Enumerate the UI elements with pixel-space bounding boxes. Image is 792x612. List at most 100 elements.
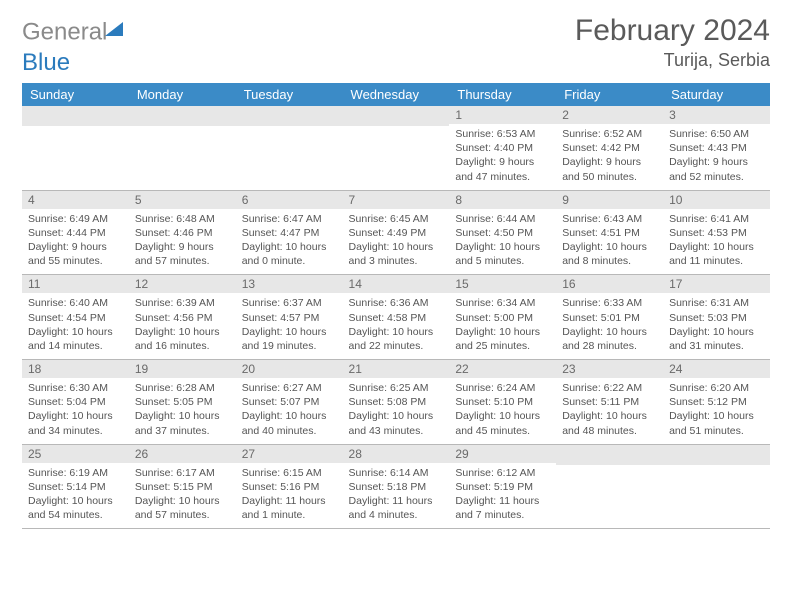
sunrise-line: Sunrise: 6:39 AM (135, 297, 215, 309)
calendar-day-cell: 11Sunrise: 6:40 AMSunset: 4:54 PMDayligh… (22, 275, 129, 360)
daylight-line: Daylight: 9 hours and 52 minutes. (669, 156, 748, 182)
day-details: Sunrise: 6:19 AMSunset: 5:14 PMDaylight:… (22, 463, 129, 529)
sunrise-line: Sunrise: 6:45 AM (349, 213, 429, 225)
calendar-day-cell: 10Sunrise: 6:41 AMSunset: 4:53 PMDayligh… (663, 190, 770, 275)
day-number: 23 (556, 360, 663, 378)
day-number: 19 (129, 360, 236, 378)
day-number: 22 (449, 360, 556, 378)
sunset-line: Sunset: 5:00 PM (455, 312, 533, 324)
calendar-day-cell: 8Sunrise: 6:44 AMSunset: 4:50 PMDaylight… (449, 190, 556, 275)
daylight-line: Daylight: 10 hours and 28 minutes. (562, 326, 647, 352)
day-details: Sunrise: 6:52 AMSunset: 4:42 PMDaylight:… (556, 124, 663, 190)
day-details: Sunrise: 6:39 AMSunset: 4:56 PMDaylight:… (129, 293, 236, 359)
day-details: Sunrise: 6:31 AMSunset: 5:03 PMDaylight:… (663, 293, 770, 359)
sunrise-line: Sunrise: 6:31 AM (669, 297, 749, 309)
daylight-line: Daylight: 10 hours and 54 minutes. (28, 495, 113, 521)
sunset-line: Sunset: 5:12 PM (669, 396, 747, 408)
daylight-line: Daylight: 10 hours and 19 minutes. (242, 326, 327, 352)
daylight-line: Daylight: 10 hours and 40 minutes. (242, 410, 327, 436)
day-details: Sunrise: 6:47 AMSunset: 4:47 PMDaylight:… (236, 209, 343, 275)
day-number (663, 445, 770, 465)
day-number: 1 (449, 106, 556, 124)
day-details (129, 126, 236, 183)
sunrise-line: Sunrise: 6:40 AM (28, 297, 108, 309)
day-number: 14 (343, 275, 450, 293)
sunrise-line: Sunrise: 6:19 AM (28, 467, 108, 479)
calendar-day-cell: 18Sunrise: 6:30 AMSunset: 5:04 PMDayligh… (22, 360, 129, 445)
brand-logo: General Blue (22, 20, 127, 75)
header: General Blue February 2024 Turija, Serbi… (22, 14, 770, 75)
calendar-week-row: 18Sunrise: 6:30 AMSunset: 5:04 PMDayligh… (22, 360, 770, 445)
day-details: Sunrise: 6:15 AMSunset: 5:16 PMDaylight:… (236, 463, 343, 529)
day-details: Sunrise: 6:41 AMSunset: 4:53 PMDaylight:… (663, 209, 770, 275)
title-block: February 2024 Turija, Serbia (575, 14, 770, 71)
day-details: Sunrise: 6:43 AMSunset: 4:51 PMDaylight:… (556, 209, 663, 275)
location: Turija, Serbia (575, 50, 770, 71)
calendar-day-cell: 17Sunrise: 6:31 AMSunset: 5:03 PMDayligh… (663, 275, 770, 360)
day-number: 24 (663, 360, 770, 378)
weekday-header: Wednesday (343, 83, 450, 106)
calendar-empty-cell (343, 106, 450, 190)
day-number: 13 (236, 275, 343, 293)
daylight-line: Daylight: 10 hours and 8 minutes. (562, 241, 647, 267)
sunset-line: Sunset: 4:43 PM (669, 142, 747, 154)
day-details: Sunrise: 6:40 AMSunset: 4:54 PMDaylight:… (22, 293, 129, 359)
sunset-line: Sunset: 5:01 PM (562, 312, 640, 324)
day-number: 3 (663, 106, 770, 124)
sunset-line: Sunset: 4:47 PM (242, 227, 320, 239)
daylight-line: Daylight: 11 hours and 4 minutes. (349, 495, 433, 521)
daylight-line: Daylight: 10 hours and 22 minutes. (349, 326, 434, 352)
sunrise-line: Sunrise: 6:22 AM (562, 382, 642, 394)
day-number: 20 (236, 360, 343, 378)
daylight-line: Daylight: 10 hours and 16 minutes. (135, 326, 220, 352)
day-number (343, 106, 450, 126)
day-number: 7 (343, 191, 450, 209)
weekday-header: Sunday (22, 83, 129, 106)
sunset-line: Sunset: 4:58 PM (349, 312, 427, 324)
calendar-week-row: 4Sunrise: 6:49 AMSunset: 4:44 PMDaylight… (22, 190, 770, 275)
day-number: 29 (449, 445, 556, 463)
sunset-line: Sunset: 4:46 PM (135, 227, 213, 239)
calendar-day-cell: 4Sunrise: 6:49 AMSunset: 4:44 PMDaylight… (22, 190, 129, 275)
sunrise-line: Sunrise: 6:44 AM (455, 213, 535, 225)
brand-part1: General (22, 19, 107, 46)
sunset-line: Sunset: 4:44 PM (28, 227, 106, 239)
day-number (236, 106, 343, 126)
day-details: Sunrise: 6:53 AMSunset: 4:40 PMDaylight:… (449, 124, 556, 190)
day-number: 28 (343, 445, 450, 463)
sunrise-line: Sunrise: 6:52 AM (562, 128, 642, 140)
sunrise-line: Sunrise: 6:48 AM (135, 213, 215, 225)
sunrise-line: Sunrise: 6:41 AM (669, 213, 749, 225)
sunset-line: Sunset: 5:18 PM (349, 481, 427, 493)
calendar-day-cell: 12Sunrise: 6:39 AMSunset: 4:56 PMDayligh… (129, 275, 236, 360)
day-number: 26 (129, 445, 236, 463)
calendar-day-cell: 6Sunrise: 6:47 AMSunset: 4:47 PMDaylight… (236, 190, 343, 275)
day-number: 17 (663, 275, 770, 293)
calendar-day-cell: 1Sunrise: 6:53 AMSunset: 4:40 PMDaylight… (449, 106, 556, 190)
daylight-line: Daylight: 10 hours and 3 minutes. (349, 241, 434, 267)
day-details (236, 126, 343, 183)
day-details: Sunrise: 6:45 AM Sunset: 4:49 PM Daylight:… (343, 209, 450, 275)
sunset-line: Sunset: 5:04 PM (28, 396, 106, 408)
sunrise-line: Sunrise: 6:36 AM (349, 297, 429, 309)
sunset-line: Sunset: 5:05 PM (135, 396, 213, 408)
sunrise-line: Sunrise: 6:49 AM (28, 213, 108, 225)
sunset-line: Sunset: 5:15 PM (135, 481, 213, 493)
calendar-day-cell: 9Sunrise: 6:43 AMSunset: 4:51 PMDaylight… (556, 190, 663, 275)
sunset-line: Sunset: 5:16 PM (242, 481, 320, 493)
day-details: Sunrise: 6:30 AMSunset: 5:04 PMDaylight:… (22, 378, 129, 444)
day-number: 12 (129, 275, 236, 293)
sunrise-line: Sunrise: 6:15 AM (242, 467, 322, 479)
sunrise-line: Sunrise: 6:30 AM (28, 382, 108, 394)
day-number: 21 (343, 360, 450, 378)
day-details (663, 465, 770, 522)
sunset-line: Sunset: 4:49 PM (349, 227, 427, 239)
day-details: Sunrise: 6:12 AMSunset: 5:19 PMDaylight:… (449, 463, 556, 529)
sunset-line: Sunset: 4:50 PM (455, 227, 533, 239)
day-number: 5 (129, 191, 236, 209)
day-number: 11 (22, 275, 129, 293)
calendar-day-cell: 15Sunrise: 6:34 AMSunset: 5:00 PMDayligh… (449, 275, 556, 360)
calendar-empty-cell (236, 106, 343, 190)
calendar-day-cell: 27Sunrise: 6:15 AMSunset: 5:16 PMDayligh… (236, 444, 343, 529)
day-details: Sunrise: 6:28 AMSunset: 5:05 PMDaylight:… (129, 378, 236, 444)
